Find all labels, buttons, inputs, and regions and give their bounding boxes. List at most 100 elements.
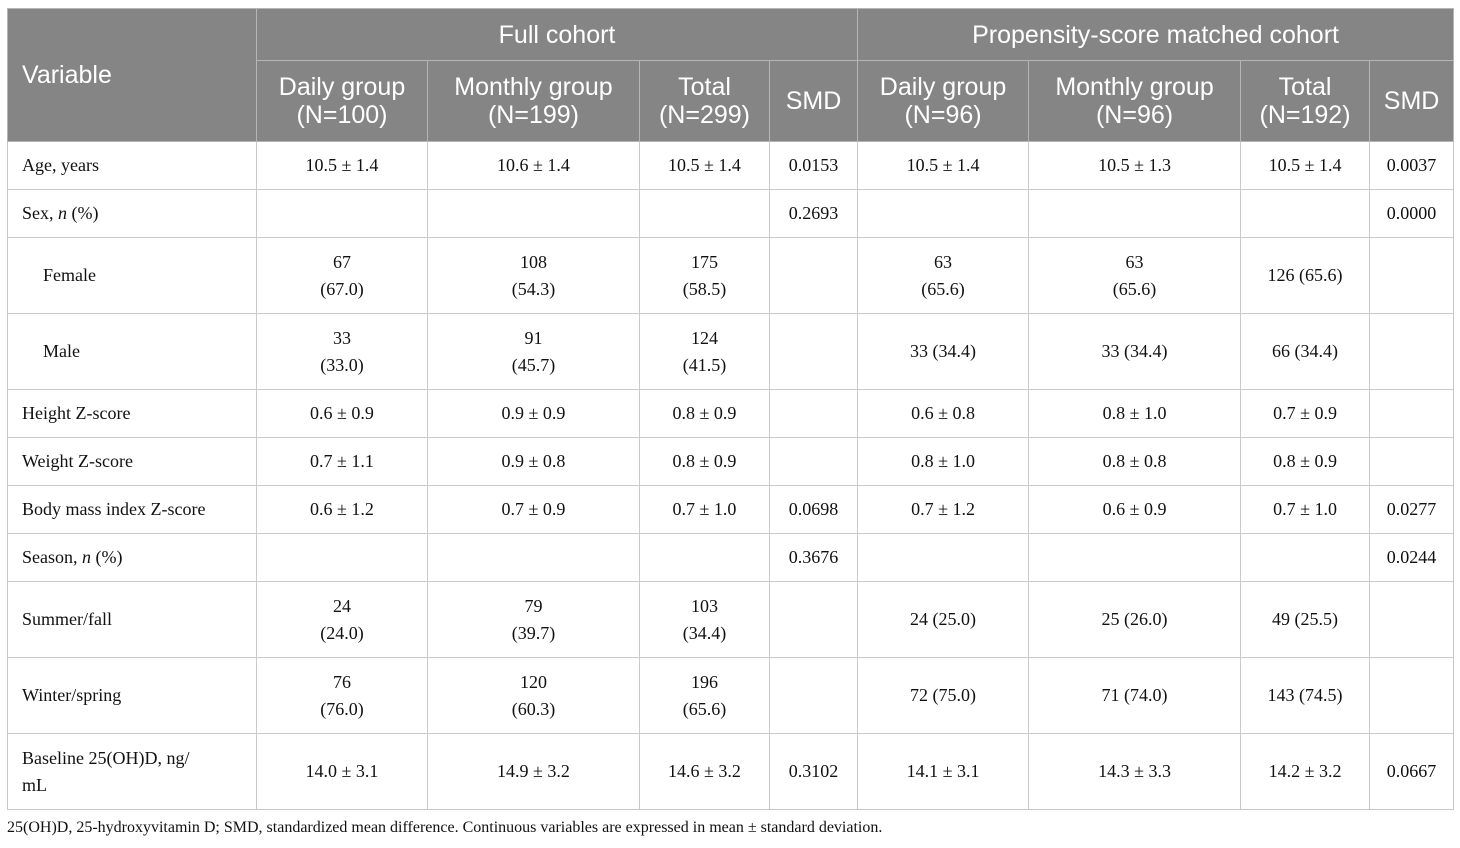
table-cell: 0.3676 (768, 533, 859, 582)
table-cell (768, 237, 859, 314)
table-cell (427, 533, 640, 582)
table-cell: 0.7 ± 1.0 (639, 485, 770, 534)
table-cell (1369, 657, 1455, 734)
table-cell: 25 (26.0) (1028, 581, 1242, 658)
table-cell (1369, 237, 1455, 314)
table-cell: 10.6 ± 1.4 (427, 141, 640, 190)
table-cell: 14.0 ± 3.1 (256, 733, 428, 810)
table-cell: 0.0698 (768, 485, 859, 534)
baseline-characteristics-table: Variable Full cohort Propensity-score ma… (7, 8, 1455, 810)
table-cell (639, 533, 770, 582)
table-cell: 0.0277 (1369, 485, 1455, 534)
header-smd-matched: SMD (1369, 60, 1455, 142)
table-cell: 0.8 ± 0.8 (1028, 437, 1242, 486)
table-cell: 67 (67.0) (256, 237, 428, 314)
table-cell: 24 (25.0) (857, 581, 1030, 658)
table-cell: 0.7 ± 0.9 (427, 485, 640, 534)
row-label: Female (7, 237, 257, 314)
table-cell: 71 (74.0) (1028, 657, 1242, 734)
table-cell (1369, 389, 1455, 438)
table-cell: 0.7 ± 1.2 (857, 485, 1030, 534)
table-cell: 33 (33.0) (256, 313, 428, 390)
table-cell: 0.8 ± 1.0 (857, 437, 1030, 486)
row-label: Season, n (%) (7, 533, 257, 582)
table-cell: 10.5 ± 1.4 (1240, 141, 1371, 190)
table-cell (1369, 437, 1455, 486)
table-cell: 0.8 ± 0.9 (639, 437, 770, 486)
header-daily-matched: Daily group (N=96) (857, 60, 1030, 142)
table-cell: 0.0153 (768, 141, 859, 190)
table-cell: 76 (76.0) (256, 657, 428, 734)
table-cell: 0.0000 (1369, 189, 1455, 238)
table-cell (1369, 581, 1455, 658)
table-cell: 0.8 ± 0.9 (1240, 437, 1371, 486)
table-cell: 0.6 ± 0.8 (857, 389, 1030, 438)
header-smd-full: SMD (768, 60, 859, 142)
header-monthly-full: Monthly group (N=199) (427, 60, 640, 142)
table-cell: 0.7 ± 1.0 (1240, 485, 1371, 534)
header-variable: Variable (7, 8, 257, 142)
table-cell: 0.6 ± 1.2 (256, 485, 428, 534)
table-cell: 175 (58.5) (639, 237, 770, 314)
table-cell: 63 (65.6) (1028, 237, 1242, 314)
table-cell: 79 (39.7) (427, 581, 640, 658)
table-container: Variable Full cohort Propensity-score ma… (7, 8, 1455, 810)
table-row: Sex, n (%) 0.2693 0.0000 (7, 189, 1455, 238)
table-cell: 14.6 ± 3.2 (639, 733, 770, 810)
table-cell: 33 (34.4) (1028, 313, 1242, 390)
table-cell: 120 (60.3) (427, 657, 640, 734)
table-cell: 14.2 ± 3.2 (1240, 733, 1371, 810)
table-cell (427, 189, 640, 238)
header-monthly-matched: Monthly group (N=96) (1028, 60, 1242, 142)
row-label: Summer/fall (7, 581, 257, 658)
table-cell: 0.6 ± 0.9 (1028, 485, 1242, 534)
row-label: Age, years (7, 141, 257, 190)
table-body: Age, years 10.5 ± 1.4 10.6 ± 1.4 10.5 ± 1.4… (7, 141, 1455, 810)
table-cell (768, 657, 859, 734)
table-cell: 196 (65.6) (639, 657, 770, 734)
table-cell: 0.6 ± 0.9 (256, 389, 428, 438)
header-total-full: Total (N=299) (639, 60, 770, 142)
table-cell: 108 (54.3) (427, 237, 640, 314)
table-row: Season, n (%) 0.3676 0.0244 (7, 533, 1455, 582)
table-cell: 0.9 ± 0.8 (427, 437, 640, 486)
table-cell (857, 189, 1030, 238)
table-cell (256, 533, 428, 582)
table-cell: 0.2693 (768, 189, 859, 238)
table-cell: 14.3 ± 3.3 (1028, 733, 1242, 810)
table-cell: 0.7 ± 0.9 (1240, 389, 1371, 438)
table-cell (857, 533, 1030, 582)
table-cell (1240, 189, 1371, 238)
table-cell: 24 (24.0) (256, 581, 428, 658)
header-matched-cohort: Propensity-score matched cohort (857, 8, 1455, 61)
table-cell (1240, 533, 1371, 582)
table-cell: 0.8 ± 1.0 (1028, 389, 1242, 438)
table-cell: 143 (74.5) (1240, 657, 1371, 734)
table-cell: 0.0037 (1369, 141, 1455, 190)
table-cell (1028, 533, 1242, 582)
table-cell: 66 (34.4) (1240, 313, 1371, 390)
table-cell: 91 (45.7) (427, 313, 640, 390)
table-cell: 10.5 ± 1.4 (256, 141, 428, 190)
table-cell: 0.3102 (768, 733, 859, 810)
table-cell (639, 189, 770, 238)
row-label: Winter/spring (7, 657, 257, 734)
table-cell: 63 (65.6) (857, 237, 1030, 314)
table-cell: 124 (41.5) (639, 313, 770, 390)
table-cell (256, 189, 428, 238)
table-cell: 0.7 ± 1.1 (256, 437, 428, 486)
table-row: Weight Z-score 0.7 ± 1.1 0.9 ± 0.8 0.8 ± 0.… (7, 437, 1455, 486)
table-cell: 103 (34.4) (639, 581, 770, 658)
table-cell: 0.8 ± 0.9 (639, 389, 770, 438)
table-row: Baseline 25(OH)D, ng/mL 14.0 ± 3.1 14.9 ± … (7, 733, 1455, 810)
table-cell: 72 (75.0) (857, 657, 1030, 734)
table-cell: 10.5 ± 1.3 (1028, 141, 1242, 190)
row-label: Height Z-score (7, 389, 257, 438)
table-cell: 33 (34.4) (857, 313, 1030, 390)
table-cell: 10.5 ± 1.4 (857, 141, 1030, 190)
table-cell: 0.0244 (1369, 533, 1455, 582)
table-cell: 126 (65.6) (1240, 237, 1371, 314)
row-label: Sex, n (%) (7, 189, 257, 238)
table-cell: 0.0667 (1369, 733, 1455, 810)
table-cell (768, 313, 859, 390)
